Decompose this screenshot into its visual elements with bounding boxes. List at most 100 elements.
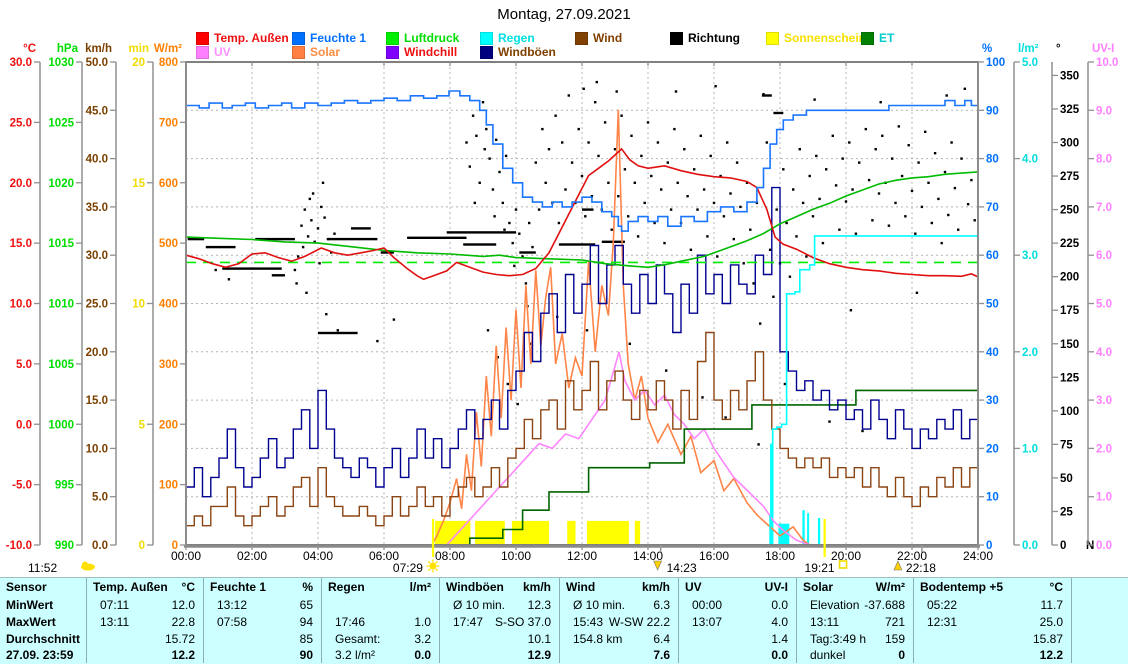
- axis-tick-label: 225: [1060, 238, 1080, 250]
- axis-l/m²: 5.04.03.02.01.00.0l/m²: [1014, 43, 1039, 552]
- cell-value: 1.0: [414, 615, 431, 629]
- table-cell: 07:1112.0: [86, 596, 203, 613]
- cell-time: 15:43: [573, 615, 603, 629]
- cell-time: 13:11: [100, 615, 129, 629]
- axis-tick-label: 990: [55, 540, 74, 552]
- table-column-header: UV UV-I: [678, 578, 796, 596]
- axis-tick-label: 5.0: [92, 492, 108, 504]
- stats-table: SensorMinWertMaxWertDurchschnitt27.09. 2…: [0, 577, 1128, 664]
- axis-tick-label: 80: [986, 154, 999, 166]
- table-row-label: MinWert: [0, 596, 86, 613]
- x-tick-label: 18:00: [765, 549, 795, 563]
- cell-value: 4.0: [771, 615, 788, 629]
- table-row-label: Durchschnitt: [0, 630, 86, 647]
- table-cell: 12.2: [913, 647, 1071, 663]
- cell-time: Regen: [328, 580, 365, 594]
- axis-tick-label: 25: [1060, 506, 1073, 518]
- axis-tick-label: 20.0: [86, 347, 108, 359]
- cell-value: 0.0: [771, 598, 788, 612]
- axis-tick-label: 50: [986, 299, 999, 311]
- x-tick-label: 04:00: [303, 549, 333, 563]
- table-cell: 10.1: [439, 630, 559, 647]
- cell-value: 15.72: [165, 632, 195, 646]
- table-cell: 12.9: [439, 647, 559, 663]
- cell-time: Temp. Außen: [93, 580, 168, 594]
- axis-tick-label: 0.0: [92, 540, 108, 552]
- axis-tick-label: 40.0: [86, 154, 108, 166]
- table-cell: 1.4: [678, 630, 796, 647]
- cell-value: °C: [1050, 580, 1063, 594]
- axis-tick-label: 75: [1060, 439, 1073, 451]
- moonset-icon: [654, 561, 662, 570]
- table-column-header: SolarW/m²: [796, 578, 913, 596]
- axis-hPa: 1030102510201015101010051000995990hPa: [48, 43, 82, 552]
- axis-tick-label: 70: [986, 202, 999, 214]
- axis-tick-label: 5.0: [16, 359, 32, 371]
- cell-value: UV-I: [765, 580, 788, 594]
- table-cell: 12:3125.0: [913, 613, 1071, 630]
- moon-marker-tick: [921, 545, 923, 552]
- axis-tick-label: 0: [1060, 540, 1066, 552]
- table-column-header: Windböenkm/h: [439, 578, 559, 596]
- axis-UV-I: 10.09.08.07.06.05.04.03.02.01.00.0UV-I: [1088, 43, 1118, 552]
- table-cell: 00:00 0.0: [678, 596, 796, 613]
- axis-tick-label: 10: [132, 299, 145, 311]
- axis-tick-label: 30.0: [10, 57, 32, 69]
- sunrise-icon: [426, 560, 439, 573]
- cell-value: 3.2: [414, 632, 431, 646]
- cell-value: km/h: [523, 580, 551, 594]
- axis-tick-label: 8.0: [1096, 154, 1112, 166]
- axis-tick-label: 10.0: [10, 299, 32, 311]
- axis-tick-label: 800: [159, 57, 178, 69]
- axis-tick-label: 1020: [48, 178, 74, 190]
- cell-value: 12.9: [528, 648, 551, 662]
- table-cell: 13:1122.8: [86, 613, 203, 630]
- axis-tick-label: 10.0: [1096, 57, 1118, 69]
- cell-value: 1.4: [771, 632, 788, 646]
- cell-value: W/m²: [876, 580, 905, 594]
- table-cell: 154.8 km6.4: [559, 630, 678, 647]
- cell-value: 6.3: [653, 598, 670, 612]
- table-cell: 05:2211.7: [913, 596, 1071, 613]
- axis-tick-label: 30: [986, 395, 999, 407]
- table-column-header: Bodentemp +5°C: [913, 578, 1071, 596]
- axis-tick-label: 325: [1060, 104, 1080, 116]
- x-tick-label: 10:00: [501, 549, 531, 563]
- table-empty-cell: [1071, 578, 1128, 596]
- cell-time: UV: [685, 580, 702, 594]
- table-cell: 13:074.0: [678, 613, 796, 630]
- table-cell: 17:461.0: [321, 613, 439, 630]
- axis-zero-label: N: [1086, 540, 1094, 552]
- axis-tick-label: 7.0: [1096, 202, 1112, 214]
- table-column-header: Temp. Außen°C: [86, 578, 203, 596]
- axis-tick-label: 15: [132, 178, 145, 190]
- cell-time: 00:00: [692, 598, 722, 612]
- cell-value: km/h: [642, 580, 670, 594]
- cell-value: 15.87: [1033, 632, 1063, 646]
- axis-tick-label: 1005: [48, 359, 74, 371]
- marker-time-label: 19:21: [805, 561, 835, 575]
- cell-value: 6.4: [653, 632, 670, 646]
- table-cell: Ø 10 min.6.3: [559, 596, 678, 613]
- axis-tick-label: 3.0: [1022, 250, 1038, 262]
- cell-value: 0.0: [414, 648, 431, 662]
- axis-tick-label: 10: [986, 492, 999, 504]
- axis-tick-label: 3.0: [1096, 395, 1112, 407]
- axis-tick-label: 5.0: [1022, 57, 1038, 69]
- axis-tick-label: 20: [986, 443, 999, 455]
- cell-time: Ø 10 min.: [453, 598, 505, 612]
- axis-tick-label: 25.0: [86, 299, 108, 311]
- cell-value: %: [302, 580, 313, 594]
- cell-time: 12:31: [927, 615, 957, 629]
- table-cell: 7.6: [559, 647, 678, 663]
- axis-tick-label: 2.0: [1096, 443, 1112, 455]
- cell-time: 07:11: [100, 598, 129, 612]
- axis-tick-label: 10.0: [86, 443, 108, 455]
- x-tick-label: 24:00: [963, 549, 993, 563]
- axis-unit-label: °: [1056, 43, 1061, 55]
- axis-°C: 30.025.020.015.010.05.00.0-5.0-10.0°C: [6, 43, 40, 552]
- cell-value: l/m²: [410, 580, 431, 594]
- cell-value: 7.6: [653, 648, 670, 662]
- table-cell: 0.0: [678, 647, 796, 663]
- axis-tick-label: -10.0: [6, 540, 32, 552]
